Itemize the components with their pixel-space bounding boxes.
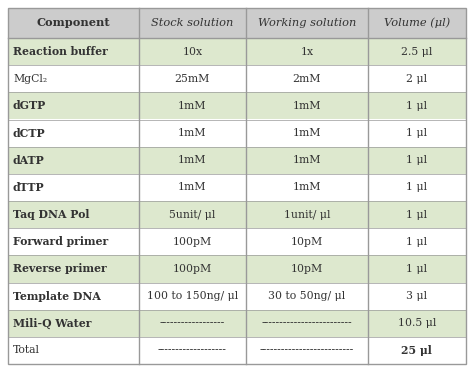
Text: 1 μl: 1 μl: [406, 264, 428, 274]
Text: 2.5 μl: 2.5 μl: [401, 46, 432, 57]
Text: Volume (μl): Volume (μl): [383, 18, 450, 28]
Text: 1 μl: 1 μl: [406, 209, 428, 219]
Bar: [8, 201, 466, 228]
Text: 10pM: 10pM: [291, 264, 323, 274]
Text: 1mM: 1mM: [292, 155, 321, 165]
Text: 1 μl: 1 μl: [406, 237, 428, 247]
Text: 1mM: 1mM: [292, 101, 321, 111]
Text: 1unit/ μl: 1unit/ μl: [283, 209, 330, 219]
Text: 100pM: 100pM: [173, 264, 212, 274]
Text: -------------------: -------------------: [158, 346, 227, 355]
Text: 30 to 50ng/ μl: 30 to 50ng/ μl: [268, 291, 346, 301]
Text: Taq DNA Pol: Taq DNA Pol: [13, 209, 90, 220]
Text: Working solution: Working solution: [258, 18, 356, 28]
Bar: [8, 38, 466, 65]
Bar: [8, 119, 466, 147]
Text: 5unit/ μl: 5unit/ μl: [169, 209, 216, 219]
Text: 1mM: 1mM: [178, 155, 207, 165]
Text: Total: Total: [13, 346, 40, 355]
Bar: [8, 228, 466, 255]
Bar: [8, 8, 466, 38]
Text: Component: Component: [36, 17, 110, 29]
Text: 100 to 150ng/ μl: 100 to 150ng/ μl: [147, 291, 238, 301]
Text: 1mM: 1mM: [292, 182, 321, 192]
Text: dCTP: dCTP: [13, 128, 46, 139]
Text: 25mM: 25mM: [174, 74, 210, 84]
Bar: [8, 282, 466, 310]
Text: 1 μl: 1 μl: [406, 128, 428, 138]
Text: 2mM: 2mM: [292, 74, 321, 84]
Text: Stock solution: Stock solution: [151, 18, 234, 28]
Text: Mili-Q Water: Mili-Q Water: [13, 318, 91, 329]
Text: --------------------------: --------------------------: [260, 346, 354, 355]
Text: ------------------: ------------------: [160, 318, 225, 328]
Text: 1mM: 1mM: [292, 128, 321, 138]
Text: 1x: 1x: [301, 46, 313, 57]
Text: 10pM: 10pM: [291, 237, 323, 247]
Text: -------------------------: -------------------------: [262, 318, 352, 328]
Bar: [8, 65, 466, 92]
Text: dATP: dATP: [13, 155, 45, 166]
Text: Reaction buffer: Reaction buffer: [13, 46, 108, 57]
Text: 1mM: 1mM: [178, 128, 207, 138]
Text: 3 μl: 3 μl: [406, 291, 428, 301]
Text: 1 μl: 1 μl: [406, 155, 428, 165]
Text: 1mM: 1mM: [178, 182, 207, 192]
Text: 2 μl: 2 μl: [406, 74, 428, 84]
Bar: [8, 147, 466, 174]
Bar: [8, 92, 466, 119]
Text: Reverse primer: Reverse primer: [13, 263, 107, 275]
Text: 25 μl: 25 μl: [401, 345, 432, 356]
Text: 100pM: 100pM: [173, 237, 212, 247]
Text: MgCl₂: MgCl₂: [13, 74, 47, 84]
Bar: [8, 310, 466, 337]
Bar: [8, 174, 466, 201]
Bar: [8, 255, 466, 282]
Text: 1mM: 1mM: [178, 101, 207, 111]
Text: Template DNA: Template DNA: [13, 291, 101, 302]
Text: dGTP: dGTP: [13, 100, 46, 112]
Text: 1 μl: 1 μl: [406, 182, 428, 192]
Text: dTTP: dTTP: [13, 182, 45, 193]
Text: 1 μl: 1 μl: [406, 101, 428, 111]
Text: 10.5 μl: 10.5 μl: [398, 318, 436, 328]
Text: 10x: 10x: [182, 46, 202, 57]
Text: Forward primer: Forward primer: [13, 236, 108, 247]
Bar: [8, 337, 466, 364]
